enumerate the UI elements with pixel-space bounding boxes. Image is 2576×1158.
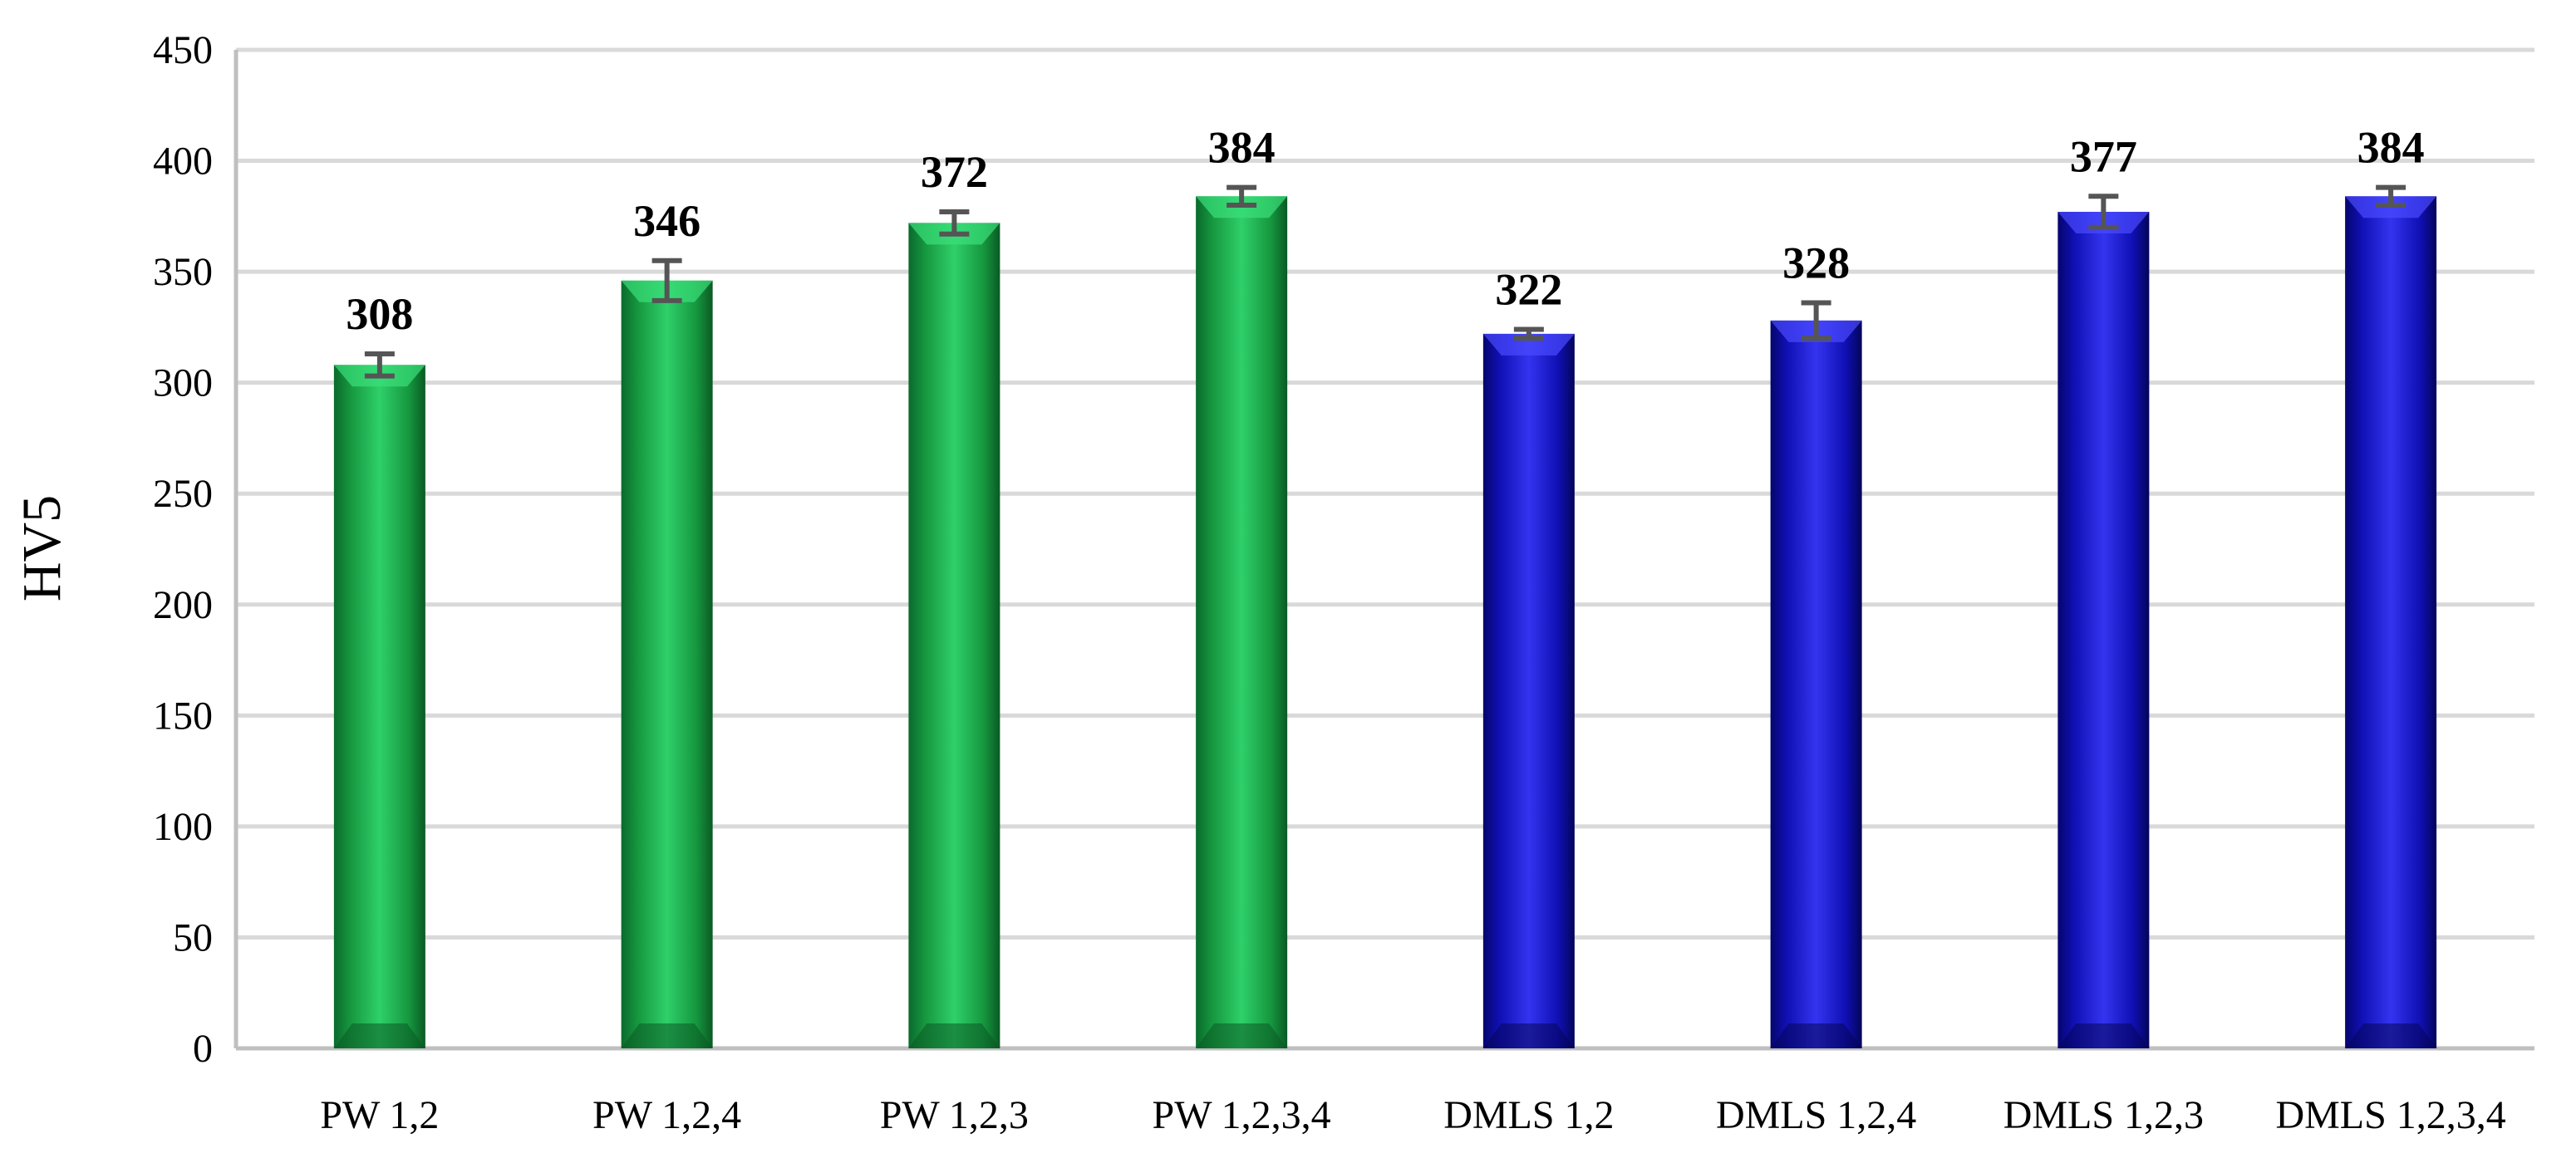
bar (2345, 196, 2437, 1048)
bar (908, 223, 1000, 1048)
bar-bevel-bottom (333, 1023, 425, 1048)
bar-group (2057, 211, 2150, 1049)
y-tick-label: 450 (153, 28, 213, 72)
error-bar (651, 258, 682, 303)
error-bar (364, 351, 395, 379)
bar-group (621, 280, 713, 1049)
bar-bevel-bottom (2057, 1023, 2150, 1048)
data-label: 384 (1208, 123, 1276, 173)
labels: 0 50 100 150 200 250 300 350 400 450 308 PW 1,2 346 P… (153, 28, 2506, 1137)
bar-bevel-top (1482, 333, 1575, 356)
y-tick-label: 350 (153, 250, 213, 294)
bars (333, 184, 2437, 1049)
error-bar (939, 209, 970, 237)
data-label: 346 (633, 196, 701, 246)
x-tick-label: PW 1,2,3 (880, 1093, 1029, 1137)
bar-bevel-bottom (1482, 1023, 1575, 1048)
x-tick-label: DMLS 1,2,3,4 (2275, 1093, 2505, 1137)
x-tick-label: PW 1,2,3,4 (1153, 1093, 1331, 1137)
bar-group (1196, 196, 1288, 1048)
x-tick-label: PW 1,2,4 (592, 1093, 741, 1137)
error-bar (2376, 184, 2406, 208)
bar-bevel-bottom (2345, 1023, 2437, 1048)
bar-bevel-bottom (908, 1023, 1000, 1048)
axes (234, 50, 2534, 1051)
data-label: 377 (2070, 131, 2137, 181)
bar-group (908, 223, 1000, 1048)
bar (333, 365, 425, 1048)
error-bar (1801, 300, 1831, 341)
bar (1196, 196, 1288, 1048)
gridlines (236, 47, 2534, 940)
data-label: 372 (921, 147, 988, 197)
bar-bevel-bottom (621, 1023, 713, 1048)
y-axis-title: HV5 (12, 495, 72, 601)
y-tick-label: 50 (173, 915, 213, 959)
error-bar (1227, 184, 1257, 208)
bar (1482, 333, 1575, 1048)
y-tick-label: 200 (153, 583, 213, 627)
y-tick-label: 0 (193, 1027, 213, 1071)
bar (1770, 320, 1862, 1048)
data-label: 384 (2357, 123, 2425, 173)
y-tick-label: 100 (153, 805, 213, 849)
y-tick-label: 300 (153, 361, 213, 405)
x-tick-label: DMLS 1,2,4 (1716, 1093, 1916, 1137)
bar-group (333, 365, 425, 1048)
bar-group (1770, 320, 1862, 1048)
x-tick-label: DMLS 1,2,3 (2003, 1093, 2204, 1137)
y-tick-label: 150 (153, 694, 213, 738)
data-label: 308 (346, 289, 413, 339)
error-bar (2088, 194, 2119, 230)
x-tick-label: PW 1,2 (320, 1093, 439, 1137)
bar (621, 280, 713, 1049)
bar-group (1482, 333, 1575, 1048)
error-bar (1513, 326, 1544, 341)
data-label: 322 (1495, 265, 1562, 315)
bar-bevel-bottom (1770, 1023, 1862, 1048)
bar-group (2345, 196, 2437, 1048)
x-tick-label: DMLS 1,2 (1443, 1093, 1614, 1137)
y-tick-label: 250 (153, 472, 213, 516)
bar-bevel-bottom (1196, 1023, 1288, 1048)
data-label: 328 (1782, 238, 1850, 288)
y-tick-label: 400 (153, 140, 213, 184)
bar (2057, 211, 2150, 1049)
